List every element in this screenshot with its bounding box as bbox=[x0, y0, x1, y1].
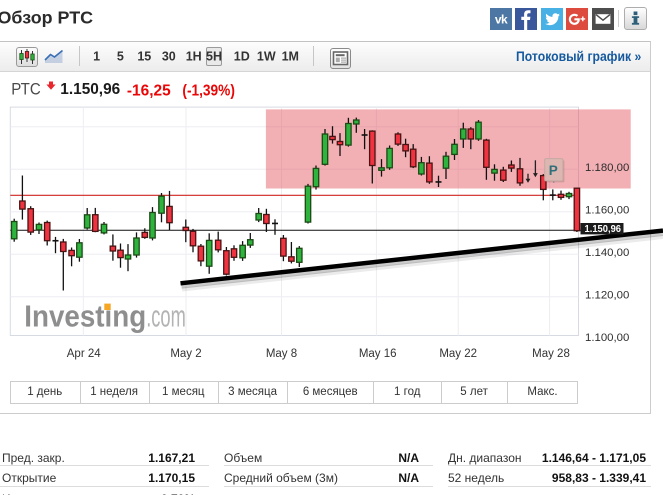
svg-text:1.160,00: 1.160,00 bbox=[585, 204, 629, 216]
svg-text:vk: vk bbox=[495, 13, 508, 27]
svg-text:1D: 1D bbox=[234, 50, 250, 64]
svg-text:(-1,39%): (-1,39%) bbox=[182, 83, 235, 100]
svg-text:1.150,96: 1.150,96 bbox=[585, 223, 622, 235]
svg-text:Apr 24: Apr 24 bbox=[67, 348, 101, 360]
svg-text:5H: 5H bbox=[206, 50, 222, 64]
svg-text:Обзор РТС: Обзор РТС bbox=[0, 8, 93, 28]
svg-text:1.140,00: 1.140,00 bbox=[585, 247, 629, 259]
svg-text:-16,25: -16,25 bbox=[127, 83, 171, 100]
svg-text:May 16: May 16 bbox=[359, 348, 397, 360]
svg-text:1.180,00: 1.180,00 bbox=[585, 162, 629, 174]
svg-text:РТС: РТС bbox=[11, 81, 41, 99]
svg-text:May 8: May 8 bbox=[266, 348, 297, 360]
svg-text:5: 5 bbox=[117, 50, 124, 64]
svg-text:1W: 1W bbox=[257, 50, 276, 64]
svg-text:1.120,00: 1.120,00 bbox=[585, 289, 629, 301]
svg-text:P: P bbox=[549, 163, 558, 178]
svg-text:Investing: Investing bbox=[24, 299, 146, 334]
svg-text:Потоковый график »: Потоковый график » bbox=[516, 49, 641, 64]
svg-text:30: 30 bbox=[162, 50, 176, 64]
svg-text:15: 15 bbox=[137, 50, 151, 64]
svg-text:1: 1 bbox=[93, 50, 100, 64]
svg-text:1H: 1H bbox=[186, 50, 202, 64]
svg-text:May 28: May 28 bbox=[532, 348, 570, 360]
svg-text:May 22: May 22 bbox=[439, 348, 477, 360]
svg-text:1.100,00: 1.100,00 bbox=[585, 332, 629, 344]
svg-text:1M: 1M bbox=[282, 50, 299, 64]
svg-text:.com: .com bbox=[146, 299, 186, 334]
svg-text:May 2: May 2 bbox=[170, 348, 201, 360]
svg-text:1.150,96: 1.150,96 bbox=[60, 81, 120, 98]
